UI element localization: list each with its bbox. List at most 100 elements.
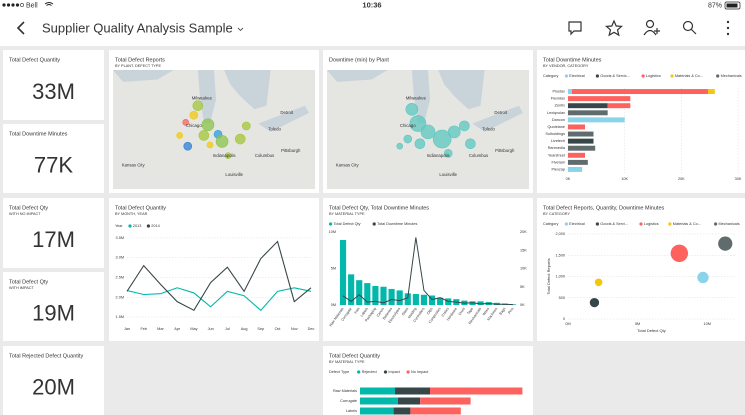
map-bubble [182, 119, 190, 126]
tile-title: Total Downtime Minutes [9, 131, 68, 137]
favorite-button[interactable] [605, 19, 623, 37]
tile-subtitle: BY MONTH, YEAR [115, 212, 148, 216]
map-label: Kansas City [336, 162, 360, 167]
lake [472, 105, 523, 132]
bar-segment [420, 397, 471, 405]
map-bubble [183, 141, 193, 151]
map-bubble [465, 138, 476, 150]
x-tick-label: 0M [565, 322, 570, 326]
y-tick-label: Quotelane [547, 125, 565, 129]
legend-marker [714, 222, 718, 226]
legend-marker [595, 74, 600, 78]
x-tick-label: Jul [225, 327, 230, 331]
legend-marker [641, 74, 645, 78]
top-bar [0, 0, 745, 46]
map-bubble [192, 100, 204, 111]
map-bubble [396, 142, 404, 150]
bar-segment [568, 117, 625, 123]
map-bubble [405, 102, 419, 116]
x-tick-label: 5M [635, 322, 640, 326]
map-bubble [224, 152, 232, 159]
tile-subtitle: WITH NO IMPACT [9, 212, 41, 216]
title-dropdown[interactable] [237, 27, 244, 32]
lake [258, 105, 309, 132]
bar [428, 295, 436, 305]
tile-subtitle: BY VENDOR, CATEGORY [543, 64, 589, 68]
x-tick-label: Molding [407, 307, 417, 319]
tile-title: Total Defect Qty, Total Downtime Minutes [329, 205, 429, 211]
map-label: Detroit [280, 110, 293, 115]
map-bubble [189, 110, 199, 120]
x-tick-label: Jun [208, 327, 214, 331]
y-tick-label: Livetech [551, 139, 565, 143]
tile-title: Total Downtime Minutes [543, 57, 602, 63]
y-tick-label: 5K [520, 285, 525, 289]
y-tick-label: 2.0M [116, 295, 124, 299]
map-label: Toledo [482, 127, 495, 132]
legend-label: 2014 [151, 224, 159, 228]
x-tick-label: Aug [241, 327, 248, 331]
bar [437, 297, 444, 305]
map-bubble [234, 133, 246, 145]
battery-level: 87% [708, 2, 722, 9]
bar [364, 283, 371, 305]
tile-title: Total Defect Reports [115, 57, 165, 63]
bar [348, 274, 355, 305]
report-title[interactable]: Supplier Quality Analysis Sample [42, 20, 233, 35]
tile-subtitle: BY PLANT, DEFECT TYPE [115, 64, 161, 68]
legend-title: Year [115, 224, 123, 228]
map-bubble [459, 120, 470, 132]
map-bubble [215, 135, 229, 148]
bar-segment [395, 387, 430, 395]
legend-marker [128, 224, 132, 228]
y-tick-label: 5M [331, 267, 336, 271]
bar-segment [568, 110, 608, 116]
bar-segment [360, 407, 394, 415]
tile-title: Downtime (min) by Plant [329, 57, 389, 63]
tile-title: Total Rejected Defect Quantity [9, 353, 84, 359]
tile-title: Total Defect Reports, Quantity, Downtime… [543, 205, 665, 211]
legend-marker [357, 370, 361, 374]
comments-button[interactable] [568, 21, 582, 36]
map-label: Detroit [494, 110, 507, 115]
bar-segment [707, 89, 715, 95]
y-tick-label: Flexidax [551, 97, 565, 101]
legend-label: Electrical [569, 222, 585, 226]
bar-segment [430, 387, 523, 395]
tile-title: Total Defect Quantity [115, 205, 166, 211]
x-tick-label: Labels [360, 307, 369, 318]
share-button[interactable] [643, 19, 660, 36]
x-tick-label: Pins [507, 307, 514, 315]
legend-label: Materials & Co... [673, 222, 701, 226]
map-label: Chicago [186, 123, 202, 128]
more-button[interactable] [726, 20, 730, 36]
y-tick-label: Ranmedia [548, 146, 566, 150]
tile-title: Total Defect Quantity [329, 353, 380, 359]
back-button[interactable] [16, 21, 25, 35]
map-bubble [432, 129, 452, 149]
kpi-value: 77K [34, 153, 73, 178]
x-tick-label: Dec [308, 327, 315, 331]
bar-segment [410, 407, 461, 415]
legend-label: Total Downtime Minutes [377, 222, 417, 226]
x-tick-label: Crates [441, 307, 450, 318]
map-bubble [443, 149, 453, 158]
lake [197, 70, 217, 124]
bar [339, 240, 347, 305]
carrier: Bell [26, 2, 38, 9]
x-tick-label: Clips [426, 307, 434, 316]
legend-marker [406, 370, 410, 374]
y-tick-label: 3.5M [116, 236, 124, 240]
bar [420, 294, 428, 305]
toolbar [568, 19, 730, 37]
y-tick-label: Plexzap [551, 167, 565, 171]
tile [3, 198, 104, 268]
x-tick-label: Nov [291, 327, 298, 331]
map-label: Pittsburgh [495, 148, 515, 153]
y-tick-label: 10M [329, 230, 336, 234]
map-label: Milwaukee [192, 96, 213, 101]
tile [3, 50, 104, 120]
search-button[interactable] [682, 20, 697, 35]
legend-label: Logistics [646, 74, 661, 78]
